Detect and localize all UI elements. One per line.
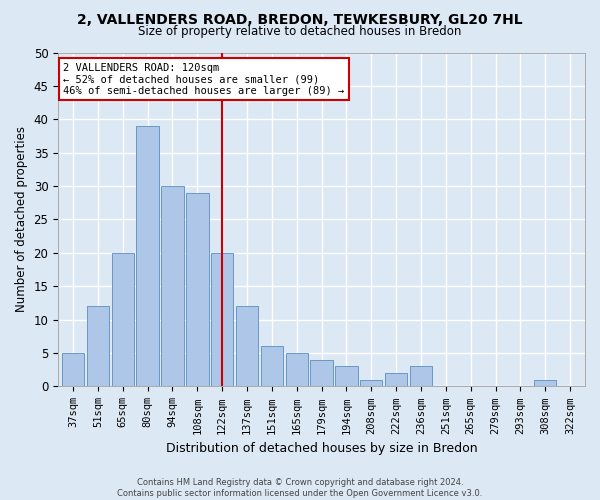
Bar (286, 353, 308, 386)
Y-axis label: Number of detached properties: Number of detached properties (15, 126, 28, 312)
Bar (161, 186, 184, 386)
Text: Size of property relative to detached houses in Bredon: Size of property relative to detached ho… (139, 25, 461, 38)
Bar (87, 306, 109, 386)
Bar (136, 126, 159, 386)
Bar (186, 193, 209, 386)
X-axis label: Distribution of detached houses by size in Bredon: Distribution of detached houses by size … (166, 442, 478, 455)
Text: Contains HM Land Registry data © Crown copyright and database right 2024.
Contai: Contains HM Land Registry data © Crown c… (118, 478, 482, 498)
Bar (335, 366, 358, 386)
Bar (310, 360, 333, 386)
Text: 2 VALLENDERS ROAD: 120sqm
← 52% of detached houses are smaller (99)
46% of semi-: 2 VALLENDERS ROAD: 120sqm ← 52% of detac… (64, 62, 344, 96)
Bar (260, 346, 283, 387)
Bar (211, 253, 233, 386)
Bar (62, 353, 84, 386)
Bar (534, 380, 556, 386)
Bar (112, 253, 134, 386)
Bar (385, 373, 407, 386)
Bar (236, 306, 258, 386)
Bar (410, 366, 432, 386)
Text: 2, VALLENDERS ROAD, BREDON, TEWKESBURY, GL20 7HL: 2, VALLENDERS ROAD, BREDON, TEWKESBURY, … (77, 12, 523, 26)
Bar (360, 380, 382, 386)
